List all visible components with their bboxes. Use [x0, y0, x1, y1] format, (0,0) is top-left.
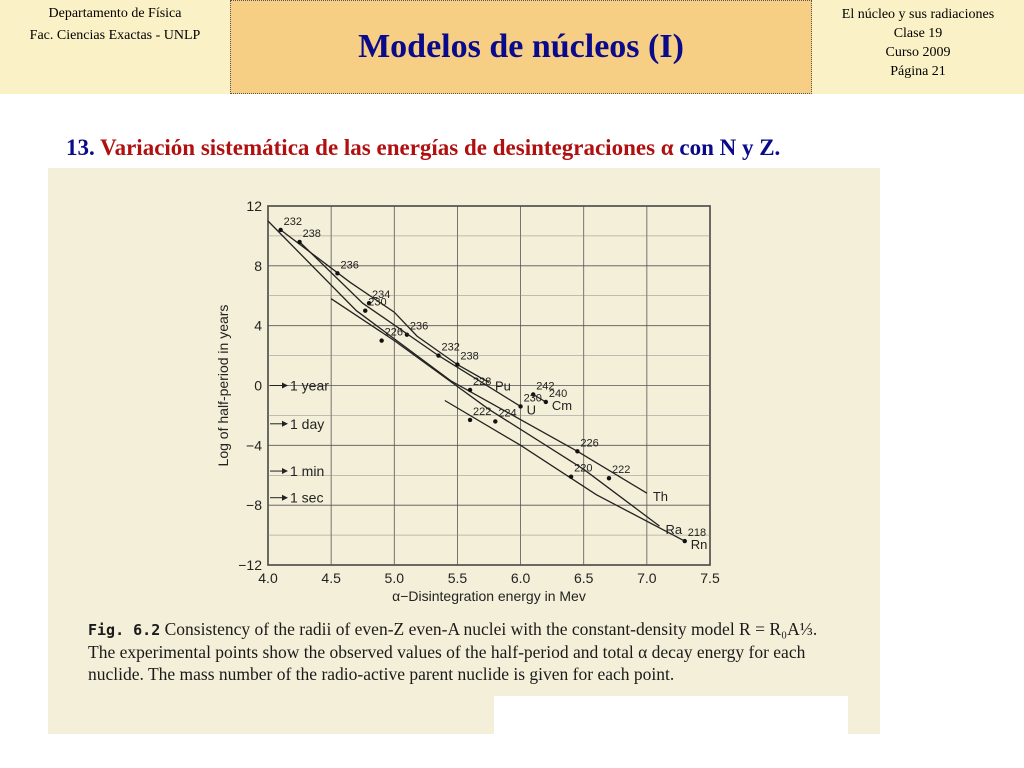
x-axis-label: α−Disintegration energy in Mev [392, 588, 586, 604]
point-label: 238 [460, 351, 478, 363]
data-point [575, 449, 580, 454]
x-tick-label: 6.5 [574, 570, 594, 586]
reference-arrowhead [282, 420, 288, 427]
x-tick-label: 4.5 [321, 570, 341, 586]
series-label: Pu [495, 379, 511, 394]
y-tick-label: 0 [254, 378, 262, 394]
class-number: Clase 19 [893, 26, 943, 41]
data-point [379, 338, 384, 343]
point-label: 222 [473, 406, 491, 418]
series-label: Cm [552, 398, 572, 413]
figure-label: Fig. 6.2 [88, 621, 161, 639]
data-point [493, 419, 498, 424]
point-label: 230 [524, 392, 542, 404]
slide-title: Modelos de núcleos (I) [358, 28, 684, 65]
point-label: 236 [340, 259, 358, 271]
reference-label: 1 day [290, 416, 324, 432]
series-line [299, 241, 521, 407]
series-line [330, 298, 660, 527]
point-label: 238 [303, 228, 321, 240]
half-life-chart: 4.0 4.5 5.0 5.5 6.0 6.5 7.0 7.5 12 8 4 0 −4 −8 −12 α−Di… [215, 198, 720, 604]
point-label: 242 [536, 380, 554, 392]
x-tick-label: 5.0 [385, 570, 405, 586]
point-label: 222 [612, 464, 630, 476]
point-label: 220 [574, 463, 592, 475]
reference-label: 1 sec [290, 490, 323, 506]
point-label: 234 [372, 289, 390, 301]
point-label: 240 [549, 388, 567, 400]
reference-label: 1 min [290, 463, 324, 479]
data-point [606, 476, 612, 481]
department-label: Departamento de Física [48, 6, 182, 21]
point-label: 226 [580, 437, 598, 449]
point-label: 226 [385, 327, 403, 339]
section-number: 13. [66, 135, 95, 160]
section-heading-suffix: con N y Z. [679, 135, 781, 160]
point-label: 230 [368, 297, 386, 309]
series-label: Rn [691, 537, 708, 552]
x-tick-label: 7.0 [637, 570, 657, 586]
data-point [467, 417, 473, 423]
header-right-box: El núcleo y sus radiaciones Clase 19 Cur… [812, 0, 1024, 94]
y-tick-label: −8 [246, 497, 262, 513]
point-label: 228 [473, 376, 491, 388]
data-point [682, 538, 687, 544]
reference-label: 1 year [290, 378, 329, 394]
section-heading: 13. Variación sistemática de las energía… [66, 135, 780, 161]
data-point [455, 362, 460, 367]
course-topic: El núcleo y sus radiaciones [841, 7, 995, 22]
y-tick-label: 8 [254, 258, 262, 274]
reference-arrowhead [282, 382, 288, 389]
data-point [467, 387, 473, 393]
point-label: 232 [441, 342, 459, 354]
faculty-label: Fac. Ciencias Exactas - UNLP [29, 28, 201, 43]
series-label: Th [653, 489, 668, 504]
y-axis-label: Log of half-period in years [215, 305, 231, 467]
scanned-figure-background [48, 168, 880, 734]
x-tick-label: 4.0 [258, 570, 278, 586]
header-left-box: Departamento de Física Fac. Ciencias Exa… [0, 0, 230, 94]
course-year: Curso 2009 [885, 45, 951, 60]
data-point [297, 239, 302, 245]
data-point [531, 392, 536, 397]
header-title-box: Modelos de núcleos (I) [230, 0, 812, 94]
y-tick-label: 12 [246, 198, 262, 214]
section-heading-text: Variación sistemática de las energías de… [100, 135, 674, 160]
figure-caption-text: Consistency of the radii of even-Z even-… [88, 619, 818, 684]
data-point [568, 474, 574, 479]
point-label: 224 [498, 407, 516, 419]
x-tick-label: 5.5 [448, 570, 468, 586]
data-point [436, 353, 441, 358]
data-point [543, 399, 549, 405]
page-number: Página 21 [890, 64, 946, 79]
scan-white-patch [494, 696, 848, 738]
series-line [444, 399, 686, 542]
data-point [278, 227, 283, 233]
series-label: U [527, 402, 536, 417]
x-tick-label: 7.5 [700, 570, 720, 586]
data-point [366, 301, 372, 306]
point-label: 218 [688, 527, 706, 539]
reference-arrowhead [282, 468, 288, 475]
x-tick-label: 6.0 [511, 570, 531, 586]
data-point [363, 308, 368, 313]
series-line [532, 393, 547, 403]
point-label: 232 [284, 216, 302, 228]
point-label: 236 [410, 321, 428, 333]
figure-caption: Fig. 6.2 Consistency of the radii of eve… [88, 618, 848, 685]
y-tick-label: −4 [246, 437, 262, 453]
y-tick-label: 4 [254, 318, 262, 334]
y-tick-label: −12 [238, 557, 262, 573]
data-point [335, 271, 340, 276]
reference-arrowhead [282, 494, 288, 501]
data-point [518, 404, 523, 409]
series-line [267, 220, 648, 494]
